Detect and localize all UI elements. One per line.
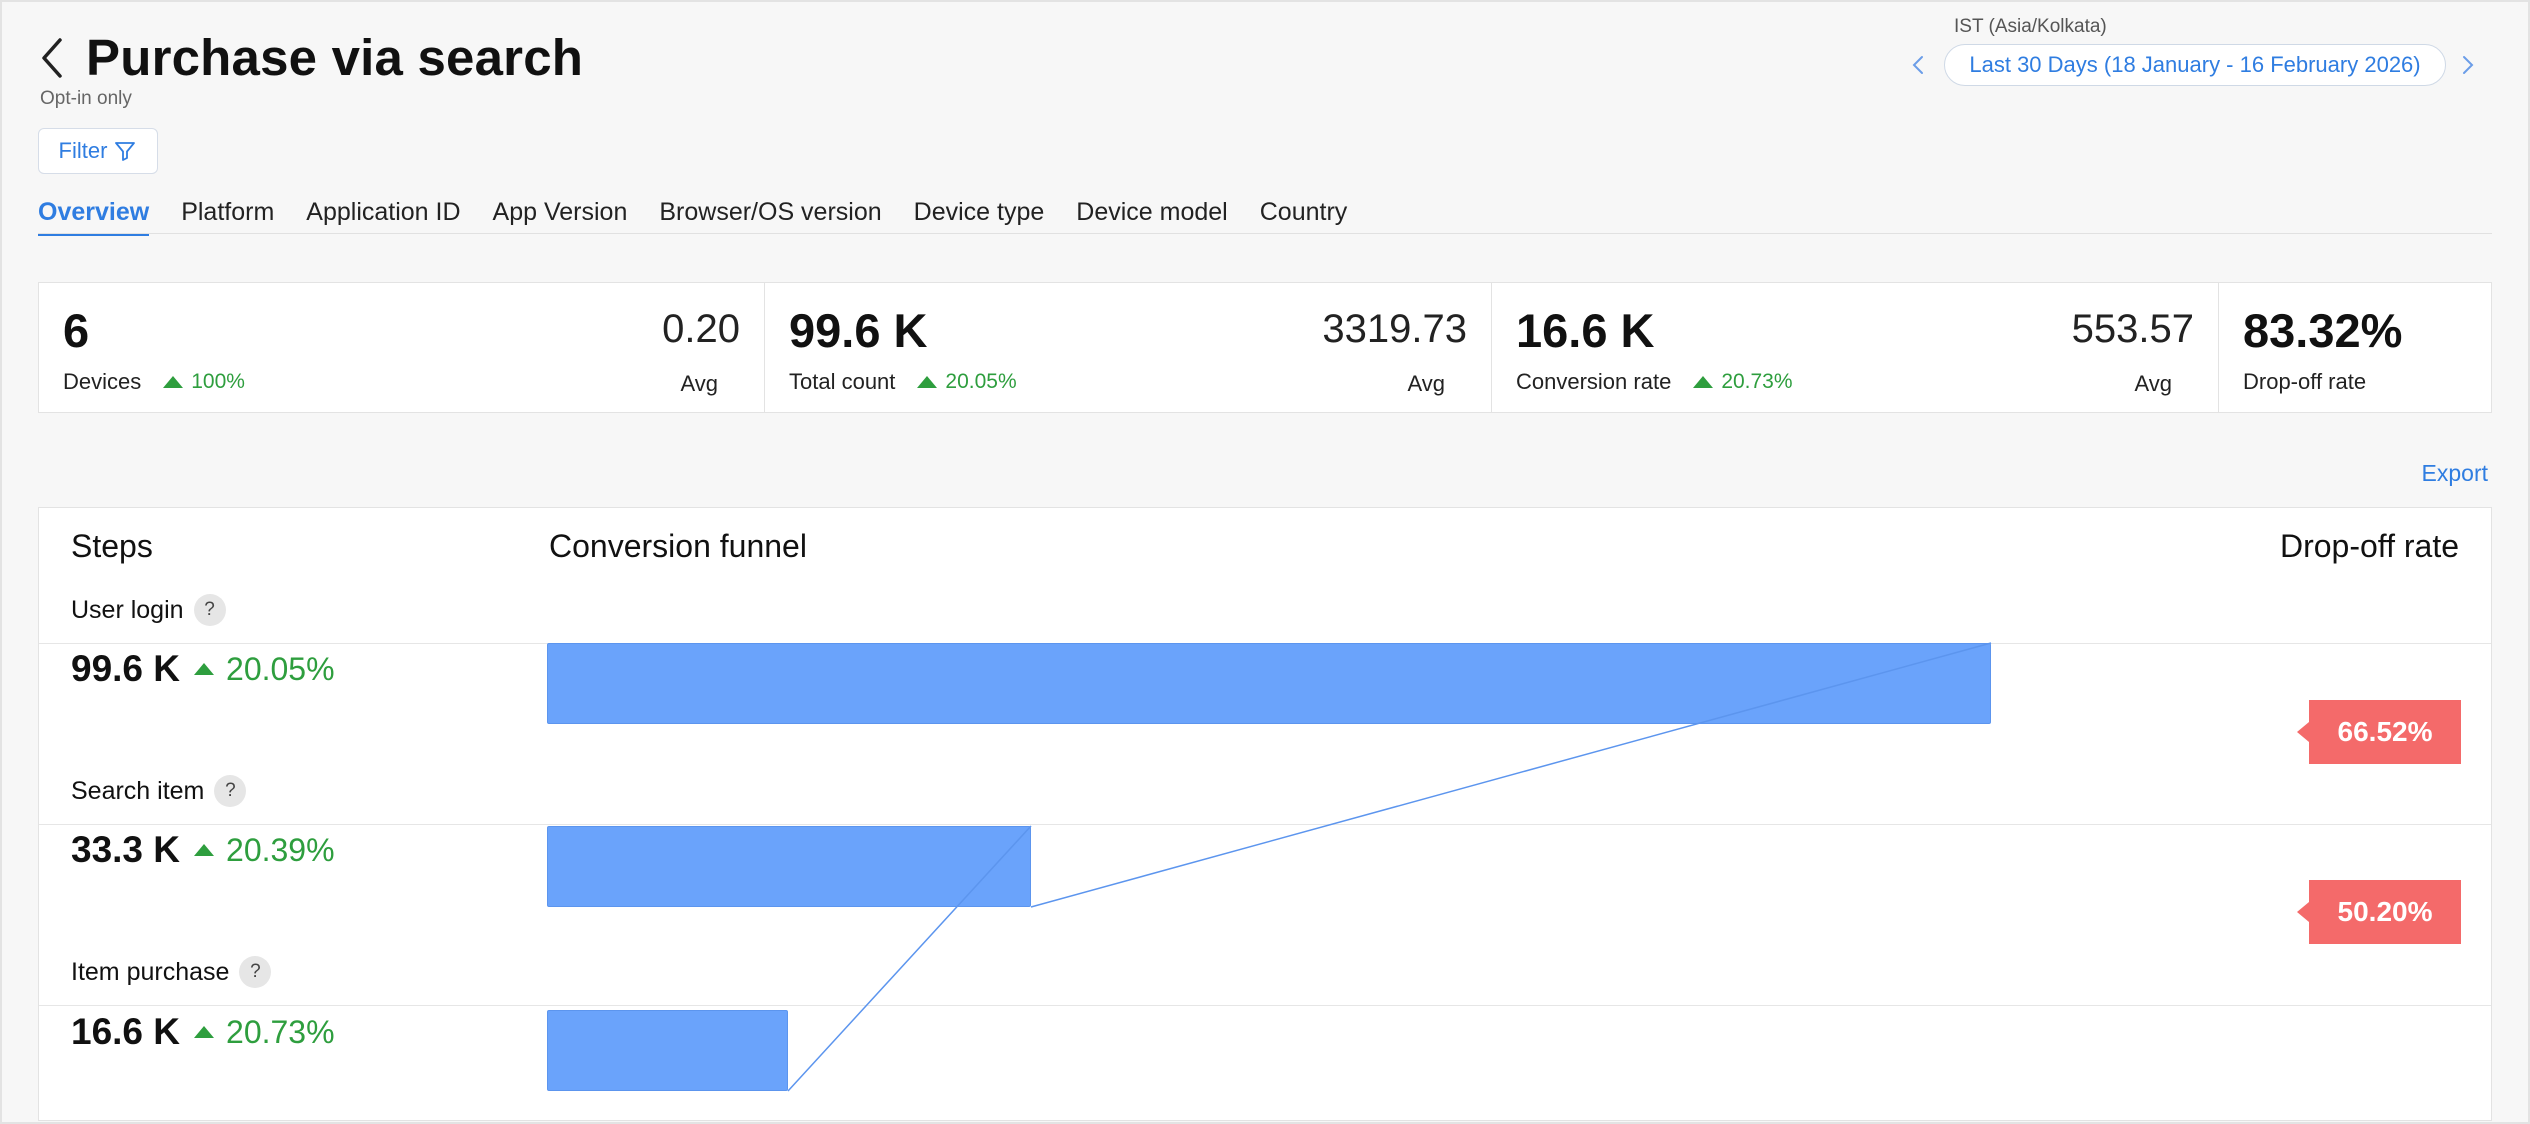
tab-divider	[38, 233, 2492, 234]
stat-trend-value: 20.05%	[945, 370, 1017, 393]
step-name: Search item	[71, 776, 205, 805]
step-trend-value: 20.39%	[226, 831, 335, 868]
step-label: User login ?	[71, 594, 226, 626]
step-value: 99.6 K	[71, 648, 181, 689]
stat-value: 83.32%	[2243, 304, 2403, 357]
step-value-row: 99.6 K 20.05%	[71, 648, 335, 690]
trend-up-icon	[163, 376, 184, 388]
trend-up-icon	[917, 376, 938, 388]
stat-label: Total count	[789, 369, 896, 394]
chevron-right-icon[interactable]	[2458, 51, 2478, 79]
stat-avg-value: 0.20	[662, 307, 740, 351]
stat-label-row: Devices 100%	[63, 369, 245, 395]
stats-summary: 6 Devices 100% 0.20 Avg 99.6 K Total cou…	[38, 282, 2492, 413]
stat-avg-value: 553.57	[2071, 307, 2194, 351]
dropoff-rate-header: Drop-off rate	[2279, 528, 2459, 564]
page-title: Purchase via search	[86, 29, 584, 86]
trend-up-icon	[1693, 376, 1714, 388]
step-name: User login	[71, 595, 184, 624]
stat-value: 6	[63, 304, 90, 357]
tab-overview[interactable]: Overview	[38, 198, 150, 236]
filter-label: Filter	[58, 138, 108, 163]
dropoff-badge: 50.20%	[2297, 880, 2461, 944]
date-range-picker[interactable]: Last 30 Days (18 January - 16 February 2…	[1944, 44, 2446, 86]
step-trend: 20.05%	[194, 651, 335, 688]
step-value-row: 16.6 K 20.73%	[71, 1011, 335, 1053]
stat-conversion-rate: 16.6 K Conversion rate 20.73% 553.57 Avg	[1492, 283, 2219, 412]
steps-header: Steps	[71, 528, 153, 564]
stat-avg-value: 3319.73	[1322, 307, 1467, 351]
step-trend-value: 20.05%	[226, 650, 335, 687]
chevron-left-icon[interactable]	[1908, 51, 1928, 79]
funnel-bar-user-login[interactable]	[547, 643, 1991, 724]
stat-trend: 20.05%	[917, 370, 1017, 394]
funnel-filter-icon	[115, 142, 136, 161]
stat-avg-label: Avg	[1407, 371, 1445, 396]
funnel-bar-item-purchase[interactable]	[547, 1010, 788, 1091]
page-subtitle: Opt-in only	[40, 88, 132, 109]
step-trend: 20.39%	[194, 832, 335, 869]
help-icon[interactable]: ?	[239, 956, 272, 988]
tab-device-type[interactable]: Device type	[913, 198, 1045, 226]
stat-trend-value: 20.73%	[1721, 370, 1793, 393]
step-value: 16.6 K	[71, 1011, 181, 1052]
export-link[interactable]: Export	[2421, 460, 2488, 486]
step-trend: 20.73%	[194, 1014, 335, 1051]
tab-device-model[interactable]: Device model	[1076, 198, 1228, 226]
tab-bar: Overview Platform Application ID App Ver…	[38, 198, 1379, 236]
step-name: Item purchase	[71, 957, 230, 986]
row-divider	[39, 824, 2491, 825]
step-label: Search item ?	[71, 775, 247, 807]
conversion-funnel-header: Conversion funnel	[549, 528, 807, 564]
back-arrow-icon[interactable]	[36, 36, 68, 80]
filter-button[interactable]: Filter	[38, 128, 158, 174]
stat-avg-label: Avg	[680, 371, 718, 396]
stat-avg-label: Avg	[2134, 371, 2172, 396]
stat-label: Drop-off rate	[2243, 369, 2367, 394]
timezone-label: IST (Asia/Kolkata)	[1954, 16, 2107, 37]
step-label: Item purchase ?	[71, 956, 272, 988]
trend-up-icon	[194, 844, 215, 856]
help-icon[interactable]: ?	[214, 775, 247, 807]
step-value: 33.3 K	[71, 829, 181, 870]
trend-up-icon	[194, 1026, 215, 1038]
stat-value: 16.6 K	[1516, 304, 1655, 357]
tab-country[interactable]: Country	[1259, 198, 1348, 226]
stat-label: Conversion rate	[1516, 369, 1672, 394]
stat-value: 99.6 K	[789, 304, 928, 357]
stat-trend: 100%	[163, 370, 245, 394]
stat-trend-value: 100%	[191, 370, 245, 393]
stat-devices: 6 Devices 100% 0.20 Avg	[39, 283, 765, 412]
stat-label-row: Total count 20.05%	[789, 369, 1017, 395]
dropoff-badge: 66.52%	[2297, 700, 2461, 764]
stat-drop-off-rate: 83.32% Drop-off rate	[2219, 283, 2490, 412]
tab-browser-os-version[interactable]: Browser/OS version	[659, 198, 882, 226]
step-trend-value: 20.73%	[226, 1013, 335, 1050]
tab-app-version[interactable]: App Version	[492, 198, 628, 226]
tab-platform[interactable]: Platform	[181, 198, 275, 226]
stat-label: Devices	[63, 369, 142, 394]
funnel-connector-lines	[787, 642, 1992, 1092]
stat-label-row: Drop-off rate	[2243, 369, 2366, 395]
tab-application-id[interactable]: Application ID	[306, 198, 461, 226]
funnel-bar-search-item[interactable]	[547, 826, 1031, 907]
step-value-row: 33.3 K 20.39%	[71, 829, 335, 871]
stat-trend: 20.73%	[1693, 370, 1793, 394]
stat-total-count: 99.6 K Total count 20.05% 3319.73 Avg	[765, 283, 1492, 412]
stat-label-row: Conversion rate 20.73%	[1516, 369, 1793, 395]
row-divider	[39, 1005, 2491, 1006]
trend-up-icon	[194, 663, 215, 675]
funnel-panel: Steps Conversion funnel Drop-off rate Us…	[38, 507, 2492, 1121]
help-icon[interactable]: ?	[193, 594, 226, 626]
